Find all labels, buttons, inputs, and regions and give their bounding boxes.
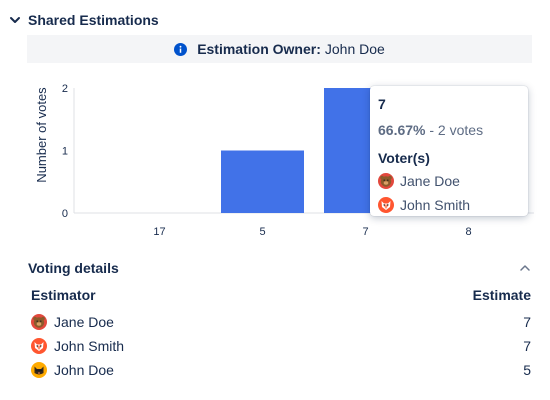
- voting-table-header: Estimator Estimate: [31, 287, 531, 305]
- estimator-name: Jane Doe: [54, 314, 114, 330]
- cat-avatar-icon: [31, 362, 47, 378]
- section-title: Shared Estimations: [28, 12, 159, 28]
- bear-avatar-icon: [31, 314, 47, 330]
- owner-label: Estimation Owner:: [197, 41, 321, 57]
- owner-name: John Doe: [324, 41, 385, 57]
- estimate-value: 7: [523, 314, 531, 330]
- estimator-column-header: Estimator: [31, 287, 96, 303]
- voting-table-body: Jane Doe 7 John Smith 7 John Doe: [31, 310, 531, 382]
- tooltip-voter: John Smith: [378, 194, 520, 216]
- fox-avatar-icon: [378, 197, 394, 213]
- tooltip-estimate: 7: [378, 96, 386, 112]
- estimate-column-header: Estimate: [472, 287, 531, 303]
- bar-tooltip: 7 66.67% - 2 votes Voter(s) Jane Doe Joh…: [370, 86, 528, 216]
- table-row: John Doe 5: [31, 358, 531, 382]
- voting-details-header: Voting details: [28, 258, 532, 278]
- estimation-owner-banner: Estimation Owner: John Doe: [27, 35, 532, 63]
- voting-details-title: Voting details: [28, 260, 119, 276]
- info-icon: [174, 42, 188, 56]
- tooltip-voter-name: Jane Doe: [400, 173, 460, 189]
- tooltip-stats: 66.67% - 2 votes: [378, 122, 520, 140]
- estimate-value: 7: [523, 338, 531, 354]
- y-tick-label: 1: [62, 146, 68, 158]
- tooltip-votes: - 2 votes: [425, 122, 484, 138]
- tooltip-voters-title: Voter(s): [378, 150, 430, 166]
- chevron-up-icon[interactable]: [518, 261, 532, 275]
- bear-avatar-icon: [378, 173, 394, 189]
- x-tick-label: 5: [259, 226, 265, 238]
- y-tick-label: 2: [62, 83, 68, 95]
- tooltip-voter: Jane Doe: [378, 170, 520, 192]
- estimator-name: John Smith: [54, 338, 125, 354]
- table-row: John Smith 7: [31, 334, 531, 358]
- estimator-name: John Doe: [54, 362, 114, 378]
- chevron-down-icon: [10, 17, 20, 23]
- x-tick-label: 17: [153, 226, 165, 238]
- tooltip-percent: 66.67%: [378, 122, 426, 138]
- table-row: Jane Doe 7: [31, 310, 531, 334]
- shared-estimations-toggle[interactable]: Shared Estimations: [8, 10, 159, 30]
- estimate-value: 5: [523, 362, 531, 378]
- y-axis-label: Number of votes: [34, 87, 49, 183]
- fox-avatar-icon: [31, 338, 47, 354]
- tooltip-voter-name: John Smith: [400, 197, 471, 213]
- y-tick-label: 0: [62, 208, 68, 220]
- x-tick-label: 8: [465, 226, 471, 238]
- bar-5[interactable]: [221, 150, 304, 214]
- x-tick-label: 7: [362, 226, 368, 238]
